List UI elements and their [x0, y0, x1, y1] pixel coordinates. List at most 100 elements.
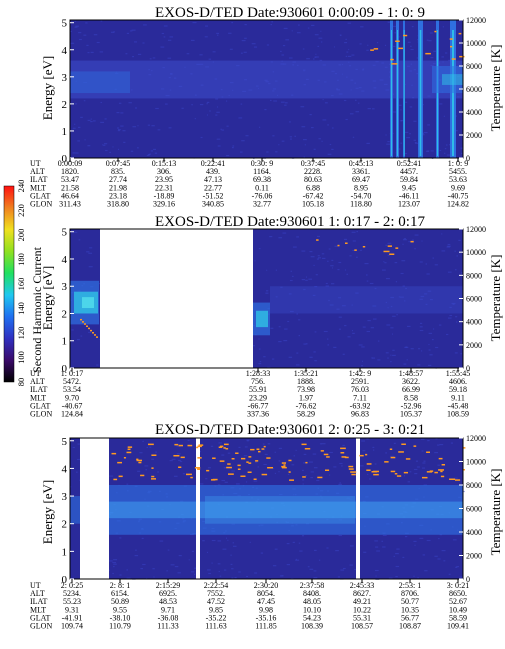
noise-mark: [70, 486, 72, 488]
panel-2-ylabel: Energy [eV]: [40, 266, 55, 330]
ephemeris-value: 1:55:45: [446, 369, 470, 378]
noise-mark: [456, 566, 459, 568]
noise-mark: [181, 107, 184, 109]
ephemeris-value: 5455.: [449, 167, 467, 176]
noise-mark: [151, 458, 154, 460]
noise-mark: [421, 450, 424, 452]
noise-mark: [153, 576, 155, 578]
noise-mark: [160, 46, 165, 48]
temperature-point: [227, 463, 231, 465]
noise-mark: [117, 127, 120, 129]
noise-mark: [218, 442, 222, 444]
noise-mark: [303, 156, 305, 158]
panel-3-title: EXOS-D/TED Date:930601 2: 0:25 - 3: 0:21: [155, 422, 425, 438]
noise-mark: [455, 321, 458, 323]
ephemeris-row-label: GLON: [30, 200, 52, 209]
noise-mark: [331, 148, 334, 150]
noise-mark: [140, 568, 143, 570]
noise-mark: [333, 466, 337, 468]
noise-mark: [147, 153, 151, 156]
panel-1-ylabel: Energy [eV]: [40, 56, 55, 120]
y-tick-label: 2: [62, 99, 68, 111]
noise-mark: [430, 57, 434, 59]
noise-mark: [413, 139, 416, 141]
ephemeris-value: 2:53: 1: [399, 581, 421, 590]
temperature-point: [281, 465, 286, 468]
noise-mark: [460, 272, 464, 274]
noise-mark: [231, 22, 234, 24]
noise-mark: [415, 460, 418, 462]
noise-mark: [339, 34, 342, 36]
noise-mark: [231, 470, 235, 472]
noise-mark: [238, 446, 241, 448]
temperature-point: [350, 471, 357, 473]
noise-mark: [369, 478, 372, 480]
noise-mark: [224, 481, 228, 483]
noise-mark: [265, 290, 269, 292]
panel-1-plot-area: [69, 19, 465, 160]
data-gap: [100, 229, 253, 368]
panel-1: EXOS-D/TED Date:930601 0:00:09 - 1: 0: 9…: [30, 5, 503, 209]
noise-mark: [239, 151, 243, 153]
temperature-point: [256, 448, 260, 450]
temperature-point: [434, 471, 438, 474]
ephemeris-value: 10.35: [401, 605, 419, 614]
noise-mark: [190, 39, 195, 41]
ephemeris-value: 2:22:54: [204, 581, 228, 590]
noise-mark: [361, 365, 364, 367]
temperature-point: [235, 452, 239, 454]
vertical-burst-core: [419, 30, 422, 156]
noise-mark: [395, 565, 400, 568]
noise-mark: [251, 43, 256, 45]
noise-mark: [344, 325, 347, 327]
noise-mark: [305, 279, 308, 281]
ephemeris-value: 53.47: [61, 175, 79, 184]
noise-mark: [382, 269, 386, 271]
noise-mark: [359, 43, 362, 45]
noise-mark: [327, 153, 332, 155]
panel-1-title: EXOS-D/TED Date:930601 0:00:09 - 1: 0: 9: [155, 5, 425, 21]
noise-mark: [404, 346, 409, 348]
noise-mark: [278, 341, 282, 343]
ephemeris-value: 108.87: [399, 622, 421, 631]
noise-mark: [338, 534, 342, 537]
noise-mark: [299, 550, 303, 552]
ephemeris-value: 0:30: 9: [251, 159, 273, 168]
noise-mark: [357, 102, 360, 104]
temperature-point: [225, 448, 229, 450]
noise-mark: [182, 473, 185, 475]
noise-mark: [298, 319, 301, 321]
colorbar-tick-label: 100: [16, 351, 26, 364]
temperature-point: [212, 457, 216, 459]
colorbar-tick-label: 140: [16, 302, 26, 315]
noise-mark: [88, 331, 92, 333]
temperature-point: [96, 336, 98, 338]
noise-mark: [318, 37, 323, 39]
noise-mark: [351, 231, 356, 233]
noise-mark: [432, 328, 435, 330]
noise-mark: [422, 467, 425, 469]
noise-mark: [358, 344, 363, 346]
temperature-point: [370, 49, 374, 51]
temperature-point: [178, 444, 183, 447]
noise-mark: [245, 481, 248, 483]
temperature-point: [362, 246, 366, 248]
noise-mark: [258, 363, 262, 365]
noise-mark: [119, 574, 122, 576]
noise-mark: [446, 333, 449, 336]
noise-mark: [409, 133, 411, 135]
noise-mark: [233, 545, 237, 547]
noise-mark: [234, 577, 237, 579]
ephemeris-value: 111.63: [205, 622, 226, 631]
noise-mark: [289, 57, 293, 59]
noise-mark: [204, 36, 208, 38]
noise-mark: [406, 137, 411, 139]
ephemeris-value: 50.89: [111, 597, 129, 606]
noise-mark: [149, 58, 152, 60]
noise-mark: [157, 471, 159, 473]
temperature-point: [223, 447, 226, 449]
noise-mark: [321, 253, 325, 255]
y-right-tick-label: 10000: [466, 248, 486, 257]
noise-mark: [414, 234, 419, 236]
noise-mark: [75, 152, 79, 154]
